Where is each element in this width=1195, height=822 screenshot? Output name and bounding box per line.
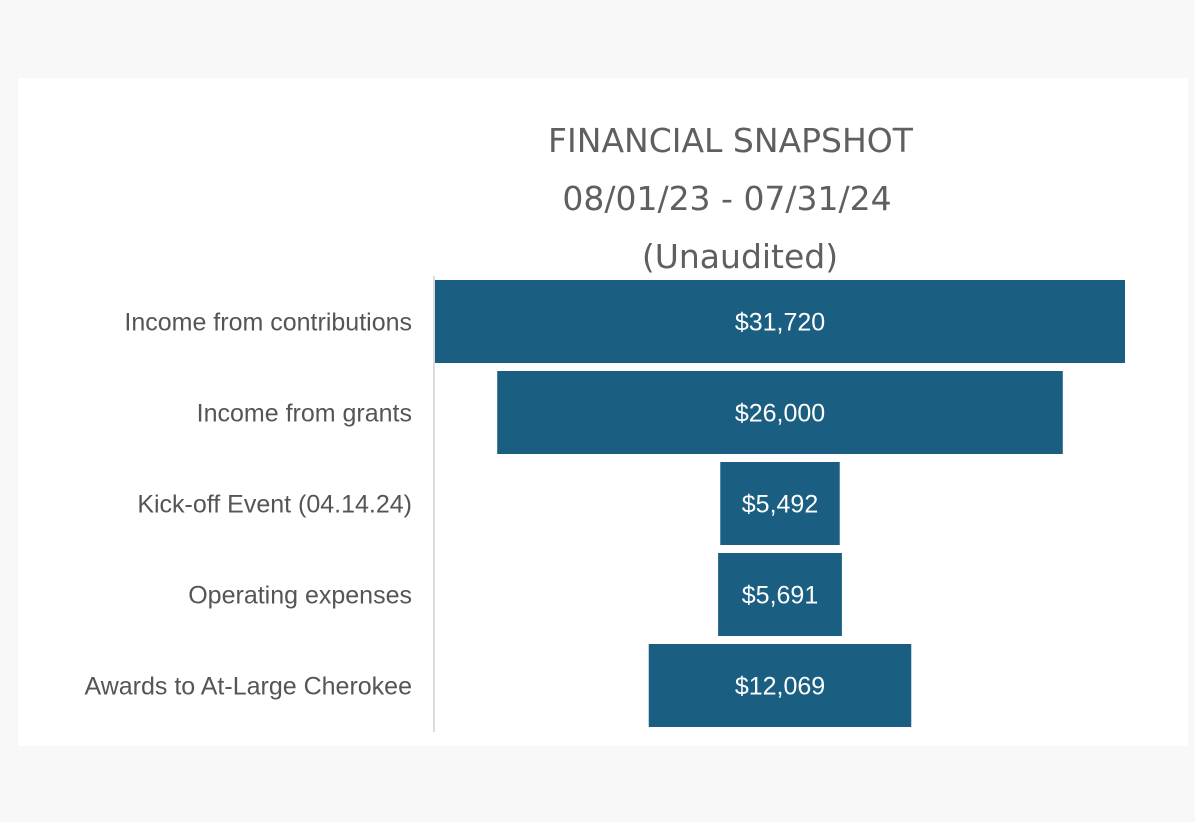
bar-value-label: $31,720	[735, 309, 825, 337]
category-label: Operating expenses	[188, 582, 412, 610]
funnel-bar	[720, 462, 840, 545]
category-label: Income from grants	[197, 400, 412, 428]
bars-group	[435, 280, 1125, 727]
category-label: Kick-off Event (04.14.24)	[137, 491, 412, 519]
funnel-bar	[648, 644, 912, 727]
bar-value-label: $5,492	[742, 491, 818, 519]
category-labels-group: Income from contributions Income from gra…	[84, 309, 412, 701]
chart-note: (Unaudited)	[641, 237, 839, 276]
chart-title-block: FINANCIAL SNAPSHOT 08/01/23 - 07/31/24 (…	[450, 112, 1100, 286]
bar-value-label: $12,069	[735, 673, 825, 701]
funnel-bar	[497, 371, 1063, 454]
category-label: Awards to At-Large Cherokee	[84, 673, 412, 701]
chart-subtitle: 08/01/23 - 07/31/24	[562, 179, 892, 218]
bar-value-label: $5,691	[742, 582, 818, 610]
funnel-bar	[718, 553, 842, 636]
category-label: Income from contributions	[124, 309, 412, 337]
funnel-bar	[435, 280, 1125, 363]
value-labels-group: $31,720 $26,000 $5,492 $5,691 $12,069	[735, 309, 825, 701]
bar-value-label: $26,000	[735, 400, 825, 428]
chart-title: FINANCIAL SNAPSHOT	[548, 121, 913, 160]
